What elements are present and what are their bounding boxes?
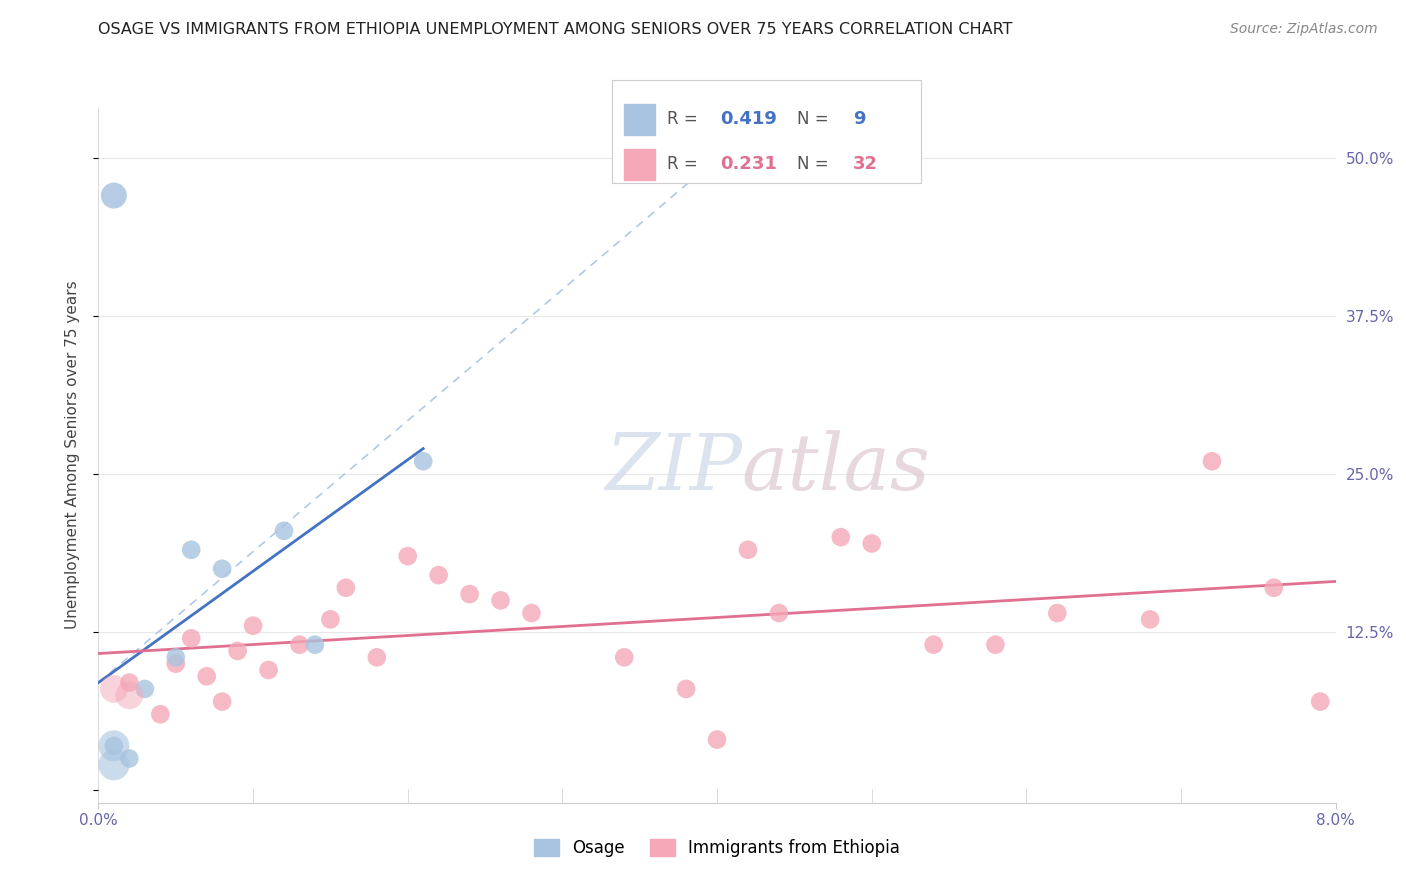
FancyBboxPatch shape: [624, 103, 655, 135]
Point: [860, 536, 883, 550]
Point: [242, 618, 264, 632]
Point: [195, 669, 218, 683]
Point: [288, 638, 311, 652]
Point: [180, 632, 202, 646]
Text: 32: 32: [853, 155, 877, 173]
Text: R =: R =: [668, 155, 703, 173]
Point: [768, 606, 790, 620]
Point: [118, 675, 141, 690]
Point: [149, 707, 172, 722]
Text: 0.231: 0.231: [720, 155, 776, 173]
Point: [922, 638, 945, 652]
Point: [335, 581, 357, 595]
Point: [706, 732, 728, 747]
Point: [103, 681, 125, 696]
Point: [830, 530, 852, 544]
Point: [103, 757, 125, 772]
Point: [1309, 695, 1331, 709]
Text: R =: R =: [668, 111, 703, 128]
Point: [1263, 581, 1285, 595]
Point: [1046, 606, 1069, 620]
Point: [458, 587, 481, 601]
Point: [1139, 612, 1161, 626]
Y-axis label: Unemployment Among Seniors over 75 years: Unemployment Among Seniors over 75 years: [65, 281, 80, 629]
Point: [319, 612, 342, 626]
Point: [118, 751, 141, 765]
Point: [165, 657, 187, 671]
Point: [1201, 454, 1223, 468]
Point: [134, 681, 156, 696]
Point: [396, 549, 419, 563]
Legend: Osage, Immigrants from Ethiopia: Osage, Immigrants from Ethiopia: [527, 832, 907, 864]
Text: atlas: atlas: [742, 431, 931, 507]
Point: [412, 454, 434, 468]
Point: [226, 644, 249, 658]
Point: [103, 739, 125, 753]
Point: [520, 606, 543, 620]
Text: N =: N =: [797, 155, 834, 173]
Point: [103, 188, 125, 202]
Point: [211, 695, 233, 709]
Text: 0.419: 0.419: [720, 111, 776, 128]
Point: [273, 524, 295, 538]
Point: [211, 562, 233, 576]
Point: [304, 638, 326, 652]
Point: [737, 542, 759, 557]
Point: [180, 542, 202, 557]
Point: [165, 650, 187, 665]
Text: OSAGE VS IMMIGRANTS FROM ETHIOPIA UNEMPLOYMENT AMONG SENIORS OVER 75 YEARS CORRE: OSAGE VS IMMIGRANTS FROM ETHIOPIA UNEMPL…: [98, 22, 1012, 37]
FancyBboxPatch shape: [624, 149, 655, 180]
Point: [613, 650, 636, 665]
Point: [366, 650, 388, 665]
Point: [675, 681, 697, 696]
Point: [257, 663, 280, 677]
Point: [103, 739, 125, 753]
Text: Source: ZipAtlas.com: Source: ZipAtlas.com: [1230, 22, 1378, 37]
Text: N =: N =: [797, 111, 834, 128]
Point: [118, 688, 141, 702]
Text: 9: 9: [853, 111, 865, 128]
Point: [984, 638, 1007, 652]
Text: ZIP: ZIP: [605, 431, 742, 507]
Point: [427, 568, 450, 582]
Point: [489, 593, 512, 607]
